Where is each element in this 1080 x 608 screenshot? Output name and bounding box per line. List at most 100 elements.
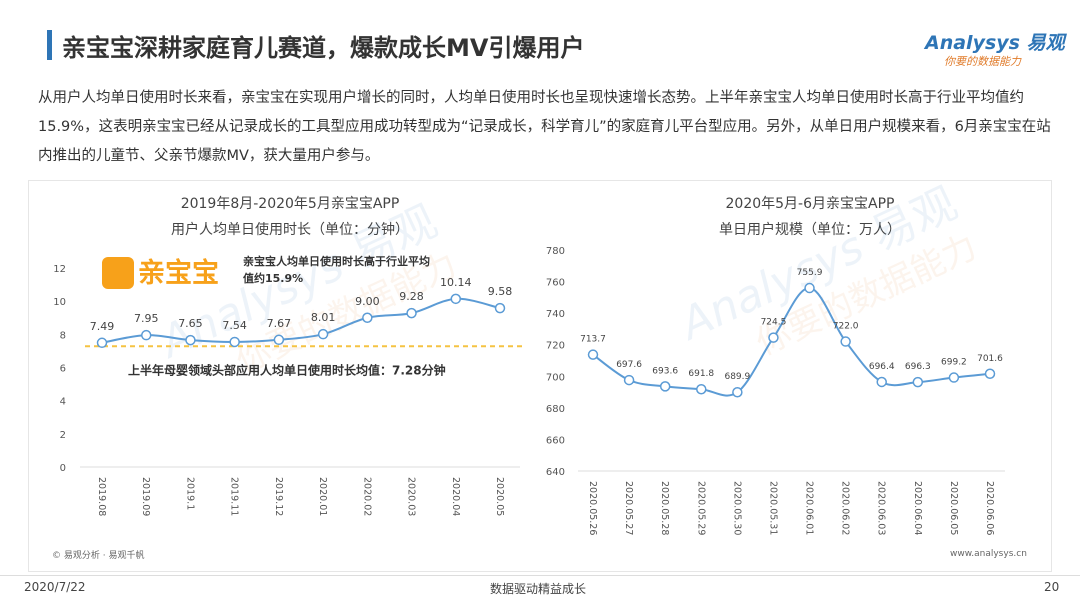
x-tick-label: 2020.03: [406, 477, 417, 516]
x-tick-label: 2020.06.04: [912, 481, 923, 535]
y-tick-label: 6: [60, 364, 66, 375]
value-label: 697.6: [616, 360, 642, 370]
value-label: 691.8: [688, 369, 714, 379]
y-tick-label: 640: [546, 467, 565, 478]
chart-title: 2019年8月-2020年5月亲宝宝APP: [181, 196, 400, 212]
value-label: 7.49: [90, 320, 115, 333]
value-label: 693.6: [652, 366, 678, 376]
value-label: 9.58: [488, 285, 513, 298]
logo-cn: 易观: [1026, 32, 1065, 54]
y-tick-label: 8: [60, 330, 66, 341]
x-tick-label: 2020.05: [494, 477, 505, 516]
slide-title: 亲宝宝深耕家庭育儿赛道，爆款成长MV引爆用户: [62, 34, 585, 62]
page-number: 20: [1044, 580, 1060, 594]
y-tick-label: 4: [60, 397, 66, 408]
source: © 易观分析 · 易观千帆: [52, 551, 145, 561]
chart-subtitle: 单日用户规模（单位：万人）: [719, 221, 901, 238]
x-tick-label: 2020.06.06: [984, 481, 995, 535]
value-label: 701.6: [977, 354, 1003, 364]
title-bar: [47, 30, 52, 60]
data-point: [317, 328, 329, 340]
logo-slogan: 你要的数据能力: [944, 55, 1021, 68]
data-point: [804, 282, 815, 294]
logo-brand: Analysys: [925, 32, 1020, 54]
y-tick-label: 660: [546, 435, 565, 446]
y-tick-label: 0: [60, 463, 66, 474]
x-tick-label: 2019.08: [96, 477, 107, 516]
app-logo: 亲宝宝: [138, 257, 219, 289]
y-tick-label: 760: [546, 278, 565, 289]
value-label: 7.95: [134, 312, 159, 325]
x-tick-label: 2020.01: [317, 477, 328, 516]
x-tick-label: 2020.05.30: [731, 481, 742, 535]
data-point: [140, 329, 152, 341]
data-point: [948, 372, 960, 383]
reference-label: 上半年母婴领域头部应用人均单日使用时长均值：7.28分钟: [128, 362, 446, 377]
footer-rule: [0, 575, 1080, 576]
annotation: 亲宝宝人均单日使用时长高于行业平均值约15.9%: [243, 255, 430, 285]
value-label: 7.65: [178, 317, 203, 330]
data-point: [587, 349, 599, 360]
value-label: 722.0: [833, 322, 859, 332]
data-point: [984, 368, 996, 380]
value-label: 9.28: [399, 290, 424, 303]
y-tick-label: 10: [53, 297, 66, 308]
x-tick-label: 2019.11: [229, 477, 240, 516]
value-label: 699.2: [941, 358, 967, 368]
x-tick-label: 2020.06.02: [840, 481, 851, 535]
chart-title: 2020年5月-6月亲宝宝APP: [726, 196, 895, 212]
paragraph: 从用户人均单日使用时长来看，亲宝宝在实现用户增长的同时，人均单日使用时长也呈现快…: [38, 90, 1051, 164]
data-point: [362, 312, 373, 323]
x-tick-label: 2020.06.05: [948, 481, 959, 535]
x-tick-label: 2019.1: [184, 477, 195, 510]
y-tick-label: 740: [546, 309, 565, 320]
value-label: 10.14: [440, 276, 472, 289]
value-label: 696.4: [869, 362, 895, 372]
annotation-box: 亲宝宝人均单日使用时长高于行业平均值约15.9%: [243, 255, 430, 285]
logo: Analysys 易观: [925, 28, 1065, 55]
x-tick-label: 2019.09: [140, 477, 151, 516]
data-point: [450, 293, 462, 305]
y-tick-label: 680: [546, 404, 565, 415]
app-icon: [102, 257, 134, 289]
value-label: 7.67: [267, 317, 292, 330]
data-point: [406, 307, 417, 319]
data-point: [623, 374, 635, 386]
x-tick-label: 2020.05.31: [767, 481, 778, 535]
data-point: [768, 332, 779, 343]
y-tick-label: 12: [53, 264, 66, 275]
value-label: 724.5: [761, 318, 787, 328]
line-series: [101, 297, 501, 344]
data-point: [96, 337, 108, 349]
y-tick-label: 700: [546, 372, 565, 383]
value-label: 7.54: [222, 319, 247, 332]
value-label: 8.01: [311, 311, 336, 324]
chart-panel: [28, 180, 1052, 572]
footer-date: 2020/7/22: [24, 580, 86, 594]
value-label: 689.9: [724, 372, 750, 382]
data-point: [912, 376, 924, 388]
chart-subtitle: 用户人均单日使用时长（单位：分钟）: [171, 221, 409, 238]
x-tick-label: 2020.06.01: [804, 481, 815, 535]
data-point: [696, 383, 707, 395]
y-tick-label: 720: [546, 341, 565, 352]
data-point: [273, 334, 285, 346]
data-point: [732, 386, 743, 398]
x-tick-label: 2020.05.29: [695, 481, 706, 535]
y-tick-label: 780: [546, 246, 565, 257]
x-tick-label: 2020.02: [361, 477, 372, 516]
data-point: [659, 381, 671, 392]
x-tick-label: 2020.05.28: [659, 481, 670, 535]
footer-center: 数据驱动精益成长: [490, 582, 587, 596]
value-label: 696.3: [905, 362, 931, 372]
x-tick-label: 2019.12: [273, 477, 284, 516]
data-point: [229, 336, 240, 348]
x-tick-label: 2020.05.26: [587, 481, 598, 535]
x-tick-label: 2020.04: [450, 477, 461, 516]
data-point: [840, 336, 851, 347]
data-point: [494, 302, 506, 314]
value-label: 755.9: [797, 268, 823, 278]
y-tick-label: 2: [60, 430, 66, 441]
